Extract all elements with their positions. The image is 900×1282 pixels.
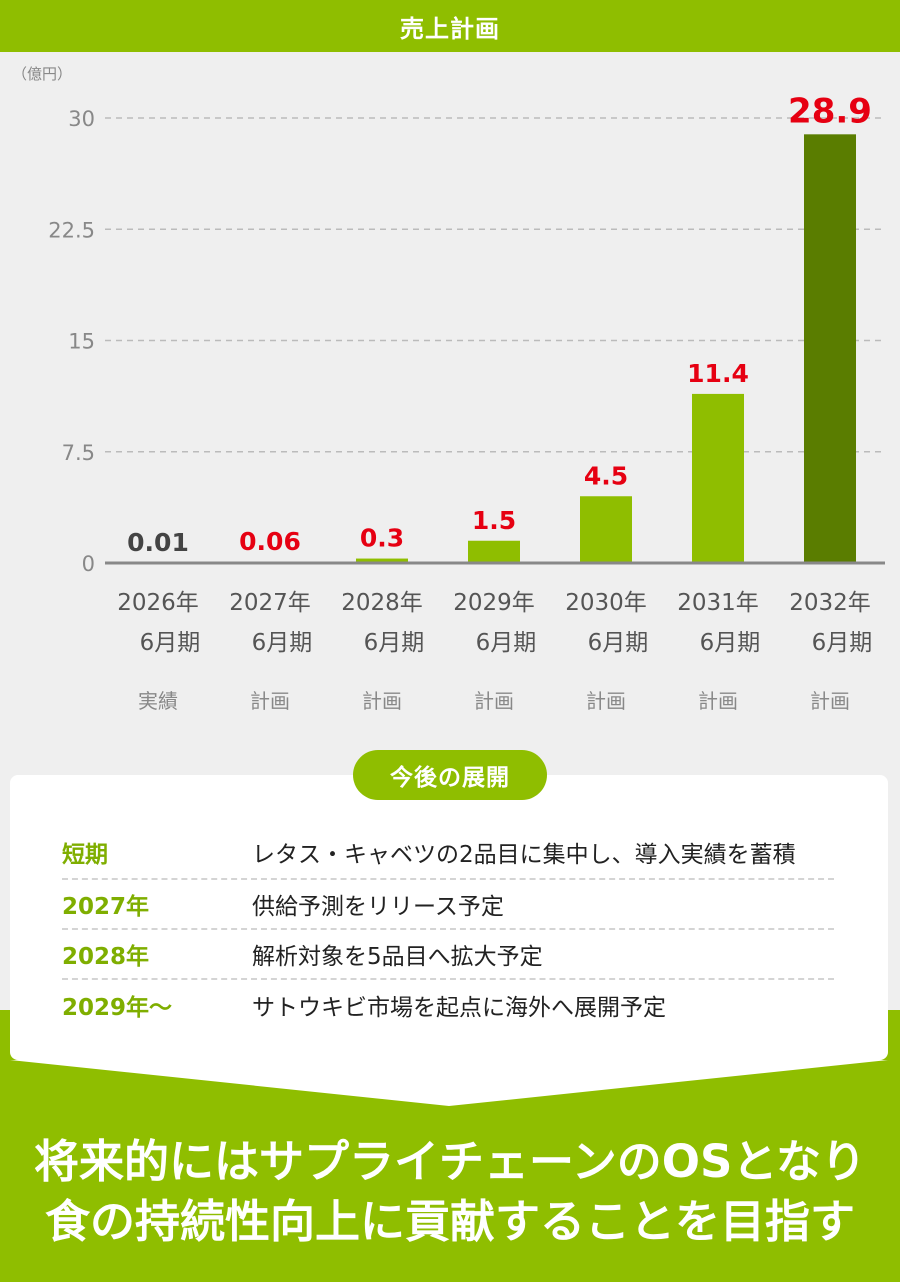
x-tick-year: 2032年 bbox=[789, 590, 871, 616]
header-bar: 売上計画 bbox=[0, 0, 900, 52]
y-tick-label: 22.5 bbox=[48, 218, 95, 242]
plan-term: 2028年 bbox=[62, 944, 150, 970]
x-tick-status: 計画 bbox=[474, 689, 514, 713]
x-tick-year: 2030年 bbox=[565, 590, 647, 616]
plans-title: 今後の展開 bbox=[390, 765, 510, 791]
bar-value-label: 1.5 bbox=[472, 506, 516, 535]
plan-desc: レタス・キャベツの2品目に集中し、導入実績を蓄積 bbox=[252, 842, 796, 868]
bar bbox=[804, 134, 856, 564]
x-tick-status: 計画 bbox=[586, 689, 626, 713]
plan-row: 短期 レタス・キャベツの2品目に集中し、導入実績を蓄積 bbox=[62, 826, 834, 880]
x-tick-year: 2031年 bbox=[677, 590, 759, 616]
y-tick-label: 0 bbox=[82, 552, 95, 576]
plan-term: 2027年 bbox=[62, 894, 150, 920]
x-tick-status: 実績 bbox=[138, 689, 178, 713]
x-tick-year: 2027年 bbox=[229, 590, 311, 616]
plans-title-badge: 今後の展開 bbox=[353, 750, 547, 800]
x-tick-year: 2026年 bbox=[117, 590, 199, 616]
bar-value-label: 0.06 bbox=[239, 527, 301, 556]
x-tick-period: 6月期 bbox=[476, 630, 537, 656]
down-arrow-icon bbox=[10, 1060, 888, 1106]
bar-value-label: 0.3 bbox=[360, 524, 404, 553]
conclusion-line-1: 将来的にはサプライチェーンのOSとなり bbox=[33, 1135, 867, 1188]
bar-value-label: 28.9 bbox=[788, 91, 872, 131]
conclusion-line-2: 食の持続性向上に貢献することを目指す bbox=[44, 1195, 855, 1248]
plan-term: 短期 bbox=[62, 842, 108, 868]
x-tick-period: 6月期 bbox=[252, 630, 313, 656]
bar bbox=[468, 540, 520, 563]
chart-title: 売上計画 bbox=[400, 14, 500, 43]
bar bbox=[356, 558, 408, 563]
x-tick-period: 6月期 bbox=[812, 630, 873, 656]
x-tick-period: 6月期 bbox=[700, 630, 761, 656]
plan-row: 2029年～ サトウキビ市場を起点に海外へ展開予定 bbox=[62, 980, 834, 1030]
x-tick-year: 2029年 bbox=[453, 590, 535, 616]
bar-value-label: 4.5 bbox=[584, 461, 628, 490]
plan-term: 2029年～ bbox=[62, 995, 173, 1021]
x-tick-status: 計画 bbox=[362, 689, 402, 713]
plan-row: 2027年 供給予測をリリース予定 bbox=[62, 880, 834, 930]
x-tick-year: 2028年 bbox=[341, 590, 423, 616]
y-tick-label: 7.5 bbox=[62, 441, 95, 465]
y-tick-label: 15 bbox=[68, 330, 95, 354]
plan-desc: 解析対象を5品目へ拡大予定 bbox=[252, 944, 543, 970]
plan-desc: 供給予測をリリース予定 bbox=[252, 894, 504, 920]
bar-value-label: 11.4 bbox=[687, 359, 749, 388]
plan-desc: サトウキビ市場を起点に海外へ展開予定 bbox=[252, 995, 666, 1021]
x-tick-status: 計画 bbox=[810, 689, 850, 713]
y-axis-unit: （億円） bbox=[12, 65, 72, 83]
plan-row: 2028年 解析対象を5品目へ拡大予定 bbox=[62, 930, 834, 980]
x-tick-status: 計画 bbox=[698, 689, 738, 713]
x-tick-period: 6月期 bbox=[140, 630, 201, 656]
x-tick-period: 6月期 bbox=[364, 630, 425, 656]
bar bbox=[692, 393, 744, 563]
bar bbox=[580, 496, 632, 563]
y-tick-label: 30 bbox=[68, 107, 95, 131]
bar-value-label: 0.01 bbox=[127, 528, 189, 557]
x-tick-period: 6月期 bbox=[588, 630, 649, 656]
x-tick-status: 計画 bbox=[250, 689, 290, 713]
plans-card bbox=[10, 775, 888, 1060]
